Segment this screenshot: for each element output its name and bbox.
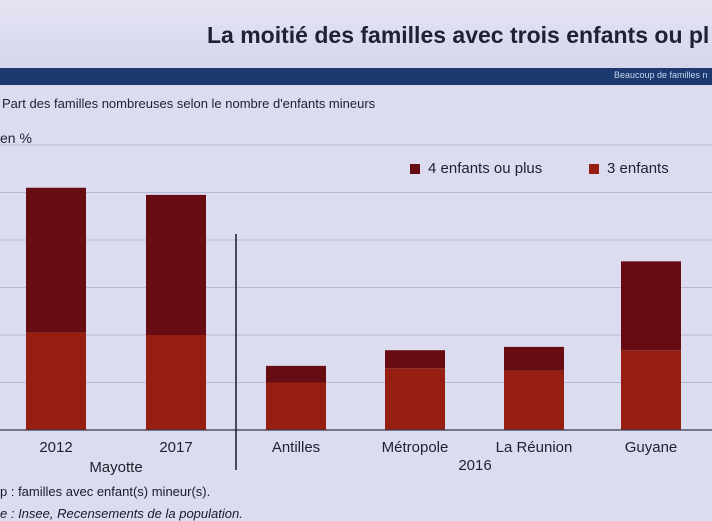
x-tick-label: 2017 — [159, 439, 192, 456]
bar-3-enfants-5 — [621, 350, 681, 430]
slide-title-bar — [0, 0, 712, 68]
bar-3-enfants-2 — [266, 382, 326, 430]
legend-swatch-3 — [589, 163, 599, 174]
y-axis-unit: en % — [0, 130, 32, 146]
header-band — [0, 68, 712, 85]
legend-item-4-plus: 4 enfants ou plus — [410, 160, 542, 177]
x-tick-label: 2012 — [39, 439, 72, 456]
bar-4-plus-1 — [146, 194, 206, 335]
bar-4-plus-4 — [504, 346, 564, 371]
bar-3-enfants-0 — [26, 332, 86, 430]
footnote-scope: p : familles avec enfant(s) mineur(s). — [0, 484, 211, 499]
bar-3-enfants-3 — [385, 368, 445, 430]
legend-item-3: 3 enfants — [589, 160, 669, 177]
bar-4-plus-2 — [266, 365, 326, 383]
legend-label-3: 3 enfants — [607, 160, 669, 177]
bar-4-plus-0 — [26, 187, 86, 333]
footnote-source: e : Insee, Recensements de la population… — [0, 506, 243, 521]
header-band-text: Beaucoup de familles n — [614, 70, 708, 80]
bar-3-enfants-1 — [146, 335, 206, 430]
x-tick-label: Antilles — [272, 439, 320, 456]
bar-4-plus-5 — [621, 261, 681, 351]
bar-3-enfants-4 — [504, 370, 564, 430]
x-tick-label: Guyane — [625, 439, 678, 456]
chart-title: Part des familles nombreuses selon le no… — [2, 96, 376, 111]
x-tick-label: La Réunion — [496, 439, 573, 456]
bar-4-plus-3 — [385, 350, 445, 369]
group-label-1: 2016 — [458, 457, 491, 474]
group-label-0: Mayotte — [89, 459, 142, 476]
slide-title: La moitié des familles avec trois enfant… — [207, 22, 710, 48]
legend-swatch-4-plus — [410, 163, 420, 174]
x-tick-label: Métropole — [382, 439, 449, 456]
legend-label-4-plus: 4 enfants ou plus — [428, 160, 543, 177]
